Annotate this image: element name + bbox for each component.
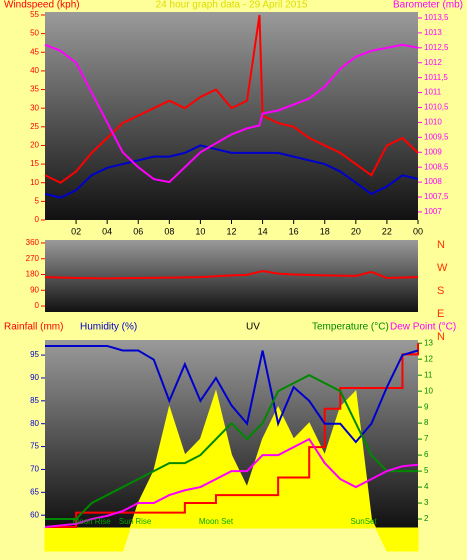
y-tick-label: 360 (26, 238, 40, 247)
y-tick-label: 70 (30, 465, 39, 474)
y-tick-label: 55 (30, 10, 39, 19)
y2-tick-label: 1013 (424, 28, 442, 37)
y2-tick-label: 4 (424, 482, 429, 491)
line (45, 374, 418, 521)
annotation: Moon Rise (73, 517, 112, 526)
y-tick-label: 65 (30, 487, 39, 496)
line (44, 43, 419, 184)
y2-tick-label: 5 (424, 466, 429, 475)
y-tick-label: 15 (30, 159, 39, 168)
y2-tick-label: 1007,5 (424, 192, 449, 201)
y-tick-label: 50 (30, 29, 39, 38)
y-tick-label: 5 (35, 196, 40, 205)
y2-tick-label: 1011,5 (424, 73, 448, 82)
y2-tick-label: 1008,5 (424, 162, 449, 171)
chart-title: 24 hour graph data - 29 April 2015 (156, 0, 308, 11)
y2-tick-label: 1008 (424, 177, 442, 186)
y-tick-label: 180 (26, 270, 40, 279)
y-tick-label: 0 (35, 301, 40, 310)
x-tick-label: 20 (351, 226, 361, 236)
y2-tick-label: 2 (424, 514, 429, 523)
annotation: Moon Set (199, 517, 234, 526)
y2-tick-label: 6 (424, 450, 429, 459)
x-tick-label: 12 (226, 226, 236, 236)
y-tick-label: 35 (30, 85, 39, 94)
y2-tick-label: 3 (424, 498, 429, 507)
x-tick-label: 18 (320, 226, 330, 236)
x-tick-label: 10 (195, 226, 205, 236)
y2-tick-label: 11 (424, 370, 433, 379)
x-tick-label: 04 (102, 226, 112, 236)
plot-bg (45, 12, 418, 220)
y-tick-label: 20 (30, 141, 39, 150)
annotation: SunSet (350, 517, 377, 526)
y-tick-label: 270 (26, 254, 40, 263)
line (44, 14, 419, 184)
axis-label: Rainfall (mm) (4, 322, 63, 333)
x-tick-label: 06 (133, 226, 143, 236)
y-tick-label: 80 (30, 419, 39, 428)
x-tick-label: 08 (164, 226, 174, 236)
y-tick-label: 25 (30, 122, 39, 131)
x-tick-label: 02 (71, 226, 81, 236)
y-tick-label: 95 (30, 350, 39, 359)
y-tick-label: 90 (30, 285, 39, 294)
y-tick-label: 40 (30, 66, 39, 75)
y-tick-label: 45 (30, 47, 39, 56)
line (45, 344, 419, 444)
compass-label: N (437, 331, 445, 343)
y-tick-label: 0 (35, 215, 40, 224)
y2-tick-label: 1013,5 (424, 13, 449, 22)
y-tick-label: 60 (30, 510, 39, 519)
y-tick-label: 30 (30, 103, 39, 112)
compass-label: W (437, 262, 448, 274)
line (44, 144, 419, 199)
y-tick-label: 90 (30, 373, 39, 382)
y2-tick-label: 1012 (424, 58, 442, 67)
y2-tick-label: 13 (424, 338, 433, 347)
y2-label: Barometer (mb) (393, 0, 463, 11)
line (44, 437, 419, 529)
x-tick-label: 00 (413, 226, 423, 236)
y2-tick-label: 1012,5 (424, 43, 449, 52)
y2-tick-label: 9 (424, 402, 429, 411)
x-tick-label: 14 (258, 226, 268, 236)
y-label: Windspeed (kph) (4, 0, 80, 11)
y2-tick-label: 10 (424, 386, 433, 395)
axis-label: Temperature (°C) (312, 322, 389, 333)
y2-tick-label: 8 (424, 418, 429, 427)
y-tick-label: 85 (30, 396, 39, 405)
line (44, 269, 419, 280)
y-tick-label: 75 (30, 442, 39, 451)
annotation: Sun Rise (119, 517, 152, 526)
compass-label: N (437, 239, 445, 251)
y2-tick-label: 1009 (424, 147, 442, 156)
y2-tick-label: 1007 (424, 207, 442, 216)
y2-tick-label: 1010,5 (424, 103, 449, 112)
axis-label: UV (246, 322, 260, 333)
axis-label: Humidity (%) (80, 322, 137, 333)
axis-label: Dew Point (°C) (390, 322, 456, 333)
y-tick-label: 10 (30, 178, 39, 187)
x-tick-label: 22 (382, 226, 392, 236)
y2-tick-label: 12 (424, 354, 433, 363)
compass-label: E (437, 308, 444, 320)
y2-tick-label: 7 (424, 434, 429, 443)
y2-tick-label: 1009,5 (424, 132, 449, 141)
compass-label: S (437, 285, 444, 297)
x-tick-label: 16 (289, 226, 299, 236)
y2-tick-label: 1011 (424, 88, 442, 97)
y2-tick-label: 1010 (424, 118, 442, 127)
